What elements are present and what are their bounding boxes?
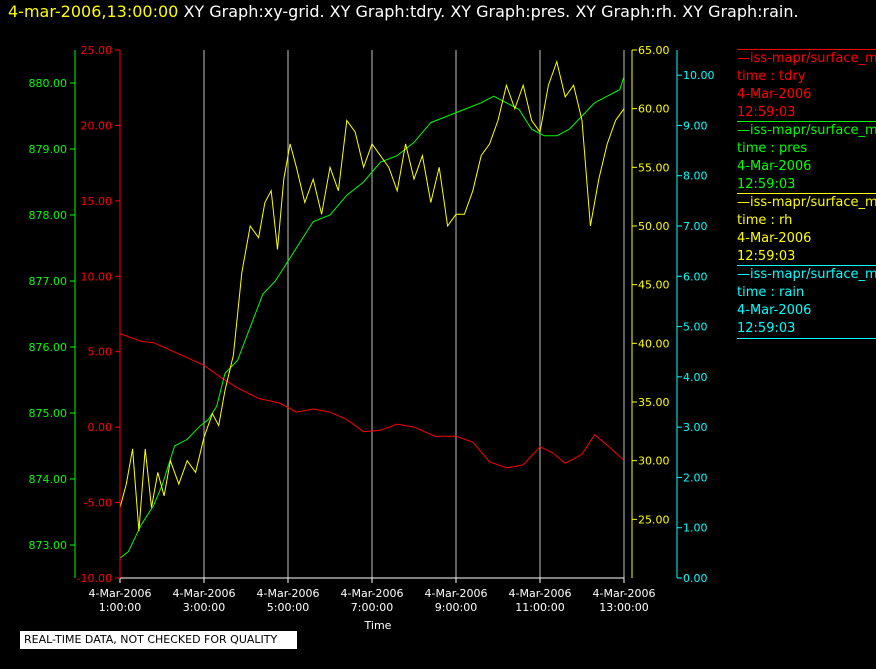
pres-series-line [119,76,625,559]
x-tick-label: 1:00:00 [99,601,141,614]
data-quality-note: REAL-TIME DATA, NOT CHECKED FOR QUALITY [20,631,297,649]
rh-tick-label: 50.00 [638,220,670,233]
rain-tick-label: 4.00 [683,371,708,384]
pres-tick-label: 878.00 [29,209,68,222]
legend-series-label: time : pres [737,141,808,156]
x-tick-label: 4-Mar-2006 [257,587,320,600]
tdry-tick-label: -10.00 [77,572,112,585]
rain-tick-label: 2.00 [683,471,708,484]
chart-header: 4-mar-2006,13:00:00 XY Graph:xy-grid. XY… [8,2,799,21]
pres-tick-label: 879.00 [29,143,68,156]
x-tick-label: 4-Mar-2006 [89,587,152,600]
x-tick-label: 4-Mar-2006 [341,587,404,600]
x-tick-label: 11:00:00 [515,601,564,614]
pres-tick-label: 874.00 [29,473,68,486]
tdry-tick-label: 20.00 [81,119,113,132]
rh-tick-label: 55.00 [638,161,670,174]
x-tick-label: 7:00:00 [351,601,393,614]
legend-series-time: 12:59:03 [737,321,796,336]
rain-tick-label: 9.00 [683,119,708,132]
legend-series-name: —iss-mapr/surface_m [737,267,876,282]
tdry-series-line [119,333,625,469]
axes-layer: 4-Mar-20061:00:004-Mar-20063:00:004-Mar-… [29,44,715,614]
legend-series-name: —iss-mapr/surface_m [737,51,876,66]
header-graph-titles: XY Graph:xy-grid. XY Graph:tdry. XY Grap… [183,2,799,21]
tdry-tick-label: -5.00 [84,497,112,510]
legend-entry-pres: —iss-mapr/surface_m time : pres 4-Mar-20… [737,121,876,194]
legend-series-date: 4-Mar-2006 [737,87,812,102]
legend-entry-tdry: —iss-mapr/surface_m time : tdry 4-Mar-20… [737,49,876,122]
pres-tick-label: 873.00 [29,539,68,552]
rain-tick-label: 3.00 [683,421,708,434]
x-tick-label: 4-Mar-2006 [593,587,656,600]
x-tick-label: 3:00:00 [183,601,225,614]
rh-series-line [119,59,625,532]
pres-tick-label: 880.00 [29,77,68,90]
rh-tick-label: 30.00 [638,455,670,468]
legend-series-name: —iss-mapr/surface_m [737,123,876,138]
rain-tick-label: 7.00 [683,220,708,233]
legend-series-time: 12:59:03 [737,177,796,192]
rh-tick-label: 65.00 [638,44,670,57]
x-tick-label: 5:00:00 [267,601,309,614]
legend-separator [737,338,876,339]
tdry-tick-label: 15.00 [81,195,113,208]
rain-tick-label: 0.00 [683,572,708,585]
rain-tick-label: 10.00 [683,69,715,82]
pres-tick-label: 876.00 [29,341,68,354]
legend-series-date: 4-Mar-2006 [737,159,812,174]
tdry-tick-label: 0.00 [88,421,113,434]
x-tick-label: 9:00:00 [435,601,477,614]
rh-tick-label: 60.00 [638,103,670,116]
pres-tick-label: 875.00 [29,407,68,420]
legend-separator [737,193,876,194]
rain-tick-label: 6.00 [683,270,708,283]
legend-series-label: time : rain [737,285,805,300]
legend-series-name: —iss-mapr/surface_m [737,195,876,210]
x-tick-label: 4-Mar-2006 [425,587,488,600]
legend-series-date: 4-Mar-2006 [737,231,812,246]
legend-series-label: time : tdry [737,69,806,84]
x-tick-label: 4-Mar-2006 [509,587,572,600]
legend-series-label: time : rh [737,213,793,228]
legend-entry-rain: —iss-mapr/surface_m time : rain 4-Mar-20… [737,265,876,339]
tdry-tick-label: 5.00 [88,346,113,359]
legend-entry-rh: —iss-mapr/surface_m time : rh 4-Mar-2006… [737,193,876,266]
x-tick-label: 4-Mar-2006 [173,587,236,600]
tdry-tick-label: 10.00 [81,270,113,283]
grid-lines [203,50,625,578]
x-axis-label: Time [364,619,392,632]
rain-tick-label: 5.00 [683,321,708,334]
rh-tick-label: 45.00 [638,279,670,292]
rh-tick-label: 25.00 [638,513,670,526]
legend-separator [737,121,876,122]
tdry-tick-label: 25.00 [81,44,113,57]
legend-series-time: 12:59:03 [737,249,796,264]
rain-tick-label: 1.00 [683,522,708,535]
legend-separator [737,49,876,50]
pres-tick-label: 877.00 [29,275,68,288]
legend-separator [737,265,876,266]
legend-series-time: 12:59:03 [737,105,796,120]
legend-series-date: 4-Mar-2006 [737,303,812,318]
header-datetime: 4-mar-2006,13:00:00 [8,2,179,21]
rh-tick-label: 35.00 [638,396,670,409]
rain-tick-label: 8.00 [683,170,708,183]
x-tick-label: 13:00:00 [599,601,648,614]
rh-tick-label: 40.00 [638,337,670,350]
